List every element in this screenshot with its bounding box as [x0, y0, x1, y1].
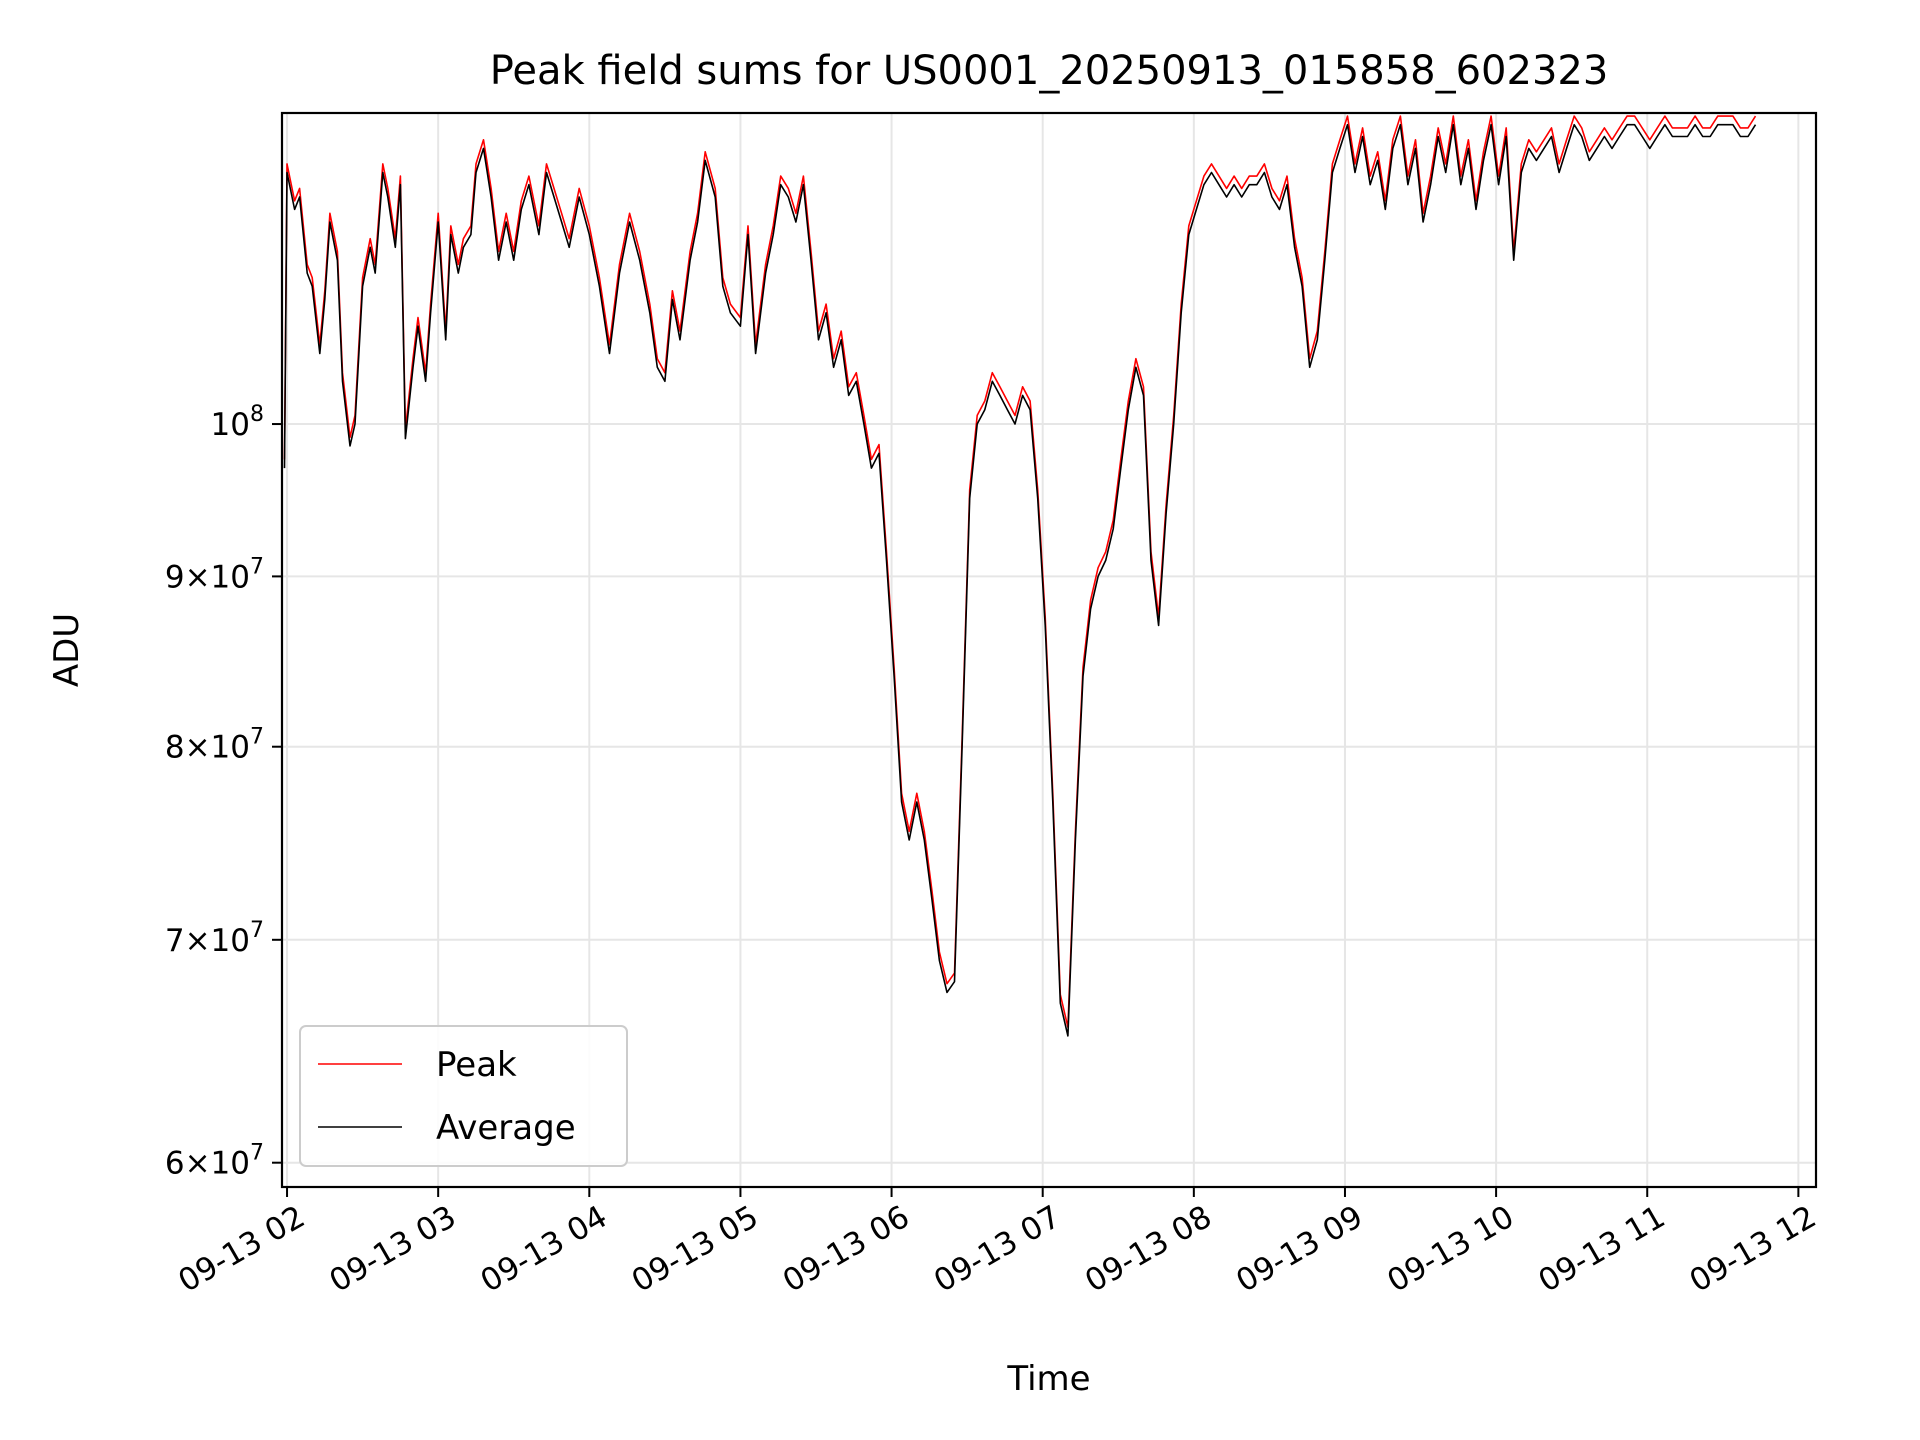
y-tick-label: 6×107 — [165, 1141, 264, 1182]
series-line-average — [283, 123, 1757, 1037]
y-tick-label: 108 — [211, 402, 264, 443]
series-layer — [283, 115, 1757, 1037]
legend-label-peak: Peak — [436, 1045, 517, 1085]
plot-frame — [280, 111, 1818, 1189]
y-tick-label: 9×107 — [165, 554, 264, 595]
x-axis-title: Time — [1006, 1359, 1090, 1399]
y-tick-label: 8×107 — [165, 725, 264, 766]
grid — [282, 113, 1816, 1187]
y-tick-label: 7×107 — [165, 918, 264, 959]
legend-box — [299, 1025, 628, 1167]
chart-title: Peak field sums for US0001_20250913_0158… — [490, 48, 1609, 94]
legend: Peak Average — [299, 1025, 628, 1167]
legend-label-average: Average — [436, 1108, 576, 1148]
y-axis-title: ADU — [47, 613, 87, 687]
